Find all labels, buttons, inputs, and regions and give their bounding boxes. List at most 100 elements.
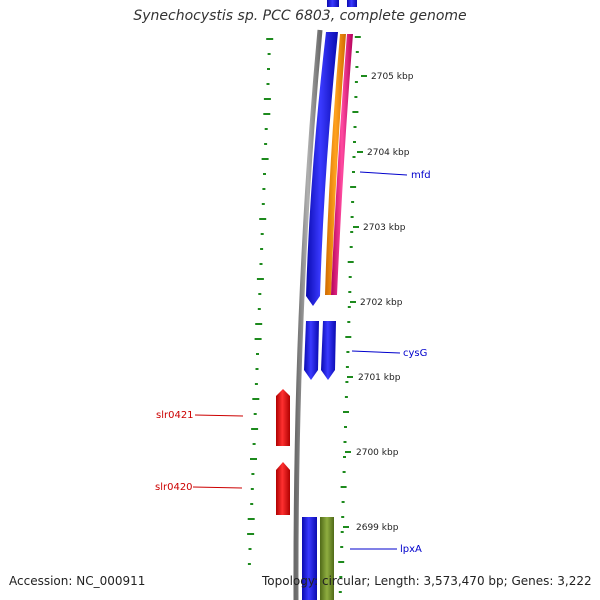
tick-label-2704: 2704 kbp bbox=[367, 148, 410, 158]
gc-dot bbox=[343, 441, 347, 443]
gc-dot bbox=[261, 203, 265, 205]
gc-dot bbox=[347, 261, 354, 263]
forward-cds-cysG-a[interactable] bbox=[304, 321, 319, 380]
gc-dot bbox=[344, 396, 348, 398]
gc-dot bbox=[355, 51, 359, 53]
gc-dot bbox=[250, 503, 254, 505]
gc-dot bbox=[343, 456, 346, 458]
orange-feature-track[interactable] bbox=[325, 34, 346, 295]
gc-dot bbox=[342, 471, 346, 473]
tick-label-2702: 2702 kbp bbox=[360, 298, 403, 308]
kbp-tick-mark bbox=[353, 226, 359, 228]
gc-dot bbox=[250, 488, 254, 490]
gc-dot bbox=[345, 336, 352, 338]
gc-dot bbox=[345, 366, 349, 368]
gc-dot bbox=[338, 591, 342, 593]
gc-skew-track-left bbox=[247, 38, 274, 565]
gc-dot bbox=[261, 158, 269, 160]
gene-label-lpxA[interactable]: lpxA bbox=[400, 544, 422, 555]
pink-feature-track[interactable] bbox=[331, 34, 353, 295]
gc-dot bbox=[353, 141, 356, 143]
gc-dot bbox=[341, 501, 345, 503]
kbp-tick-mark bbox=[343, 526, 349, 528]
gc-dot bbox=[247, 533, 255, 535]
gc-dot bbox=[247, 563, 251, 565]
gc-dot bbox=[351, 201, 355, 203]
gc-dot bbox=[353, 126, 357, 128]
gc-dot bbox=[343, 411, 349, 413]
gc-dot bbox=[263, 98, 271, 100]
accession-text: Accession: NC_000911 bbox=[9, 574, 146, 588]
gc-dot bbox=[253, 413, 257, 415]
gc-dot bbox=[354, 81, 358, 83]
kbp-tick-mark bbox=[345, 451, 351, 453]
gc-dot bbox=[259, 263, 263, 265]
gc-dot bbox=[248, 548, 252, 550]
tick-label-2699: 2699 kbp bbox=[356, 523, 399, 533]
gc-dot bbox=[354, 96, 358, 98]
gc-dot bbox=[344, 426, 347, 428]
gc-dot bbox=[350, 216, 354, 218]
gc-dot bbox=[352, 156, 356, 158]
gene-label-slr0421[interactable]: slr0421 bbox=[156, 410, 194, 421]
gc-dot bbox=[260, 248, 264, 250]
gc-dot bbox=[257, 308, 261, 310]
gc-dot bbox=[348, 291, 352, 293]
gc-dot bbox=[352, 171, 355, 173]
gc-dot bbox=[345, 381, 349, 383]
genome-backbone bbox=[293, 29, 323, 600]
gene-label-slr0420[interactable]: slr0420 bbox=[155, 482, 193, 493]
gc-dot bbox=[340, 486, 347, 488]
tick-label-2703: 2703 kbp bbox=[363, 223, 406, 233]
gene-label-mfd[interactable]: mfd bbox=[411, 170, 431, 181]
gc-dot bbox=[355, 66, 359, 68]
gc-dot bbox=[256, 278, 264, 280]
gc-dot bbox=[262, 188, 266, 190]
gc-dot bbox=[259, 218, 267, 220]
leader-line-slr0421 bbox=[194, 414, 244, 417]
gc-dot bbox=[354, 36, 361, 38]
gc-dot bbox=[340, 531, 344, 533]
gene-label-cysG[interactable]: cysG bbox=[403, 348, 427, 359]
gc-dot bbox=[267, 68, 270, 70]
gc-dot bbox=[263, 173, 266, 175]
olive-feature-track[interactable] bbox=[320, 517, 334, 600]
kbp-tick-mark bbox=[361, 75, 367, 77]
gc-dot bbox=[258, 293, 262, 295]
gc-dot bbox=[347, 306, 351, 308]
gc-dot bbox=[339, 576, 343, 578]
gc-dot bbox=[256, 353, 259, 355]
leader-line-mfd bbox=[359, 171, 408, 176]
gc-dot bbox=[264, 143, 268, 145]
gc-dot bbox=[350, 186, 357, 188]
gc-dot bbox=[338, 561, 345, 563]
gc-dot bbox=[254, 338, 262, 340]
reverse-cds-slr0421[interactable] bbox=[276, 389, 290, 446]
gc-dot bbox=[250, 458, 257, 460]
kbp-tick-mark bbox=[350, 301, 356, 303]
forward-cds-mfd[interactable] bbox=[306, 32, 338, 306]
gc-dot bbox=[263, 113, 271, 115]
gc-dot bbox=[260, 233, 264, 235]
forward-cds-cysG-b[interactable] bbox=[321, 321, 336, 380]
gc-dot bbox=[251, 473, 255, 475]
gc-dot bbox=[251, 428, 259, 430]
gc-dot bbox=[352, 111, 359, 113]
gc-skew-track-right bbox=[338, 36, 361, 593]
tick-label-2700: 2700 kbp bbox=[356, 448, 399, 458]
gc-dot bbox=[255, 323, 263, 325]
gc-dot bbox=[264, 128, 268, 130]
cds-stub-top-right[interactable] bbox=[347, 0, 357, 7]
forward-cds-lpxA[interactable] bbox=[302, 517, 317, 600]
gc-dot bbox=[252, 398, 260, 400]
reverse-cds-slr0420[interactable] bbox=[276, 462, 290, 515]
genome-summary-text: Topology: circular; Length: 3,573,470 bp… bbox=[262, 574, 592, 588]
gc-dot bbox=[254, 383, 258, 385]
gc-dot bbox=[267, 53, 271, 55]
map-title: Synechocystis sp. PCC 6803, complete gen… bbox=[133, 8, 467, 24]
forward-cds-stub-top[interactable] bbox=[327, 0, 339, 7]
kbp-tick-mark bbox=[357, 151, 363, 153]
gc-dot bbox=[347, 321, 351, 323]
